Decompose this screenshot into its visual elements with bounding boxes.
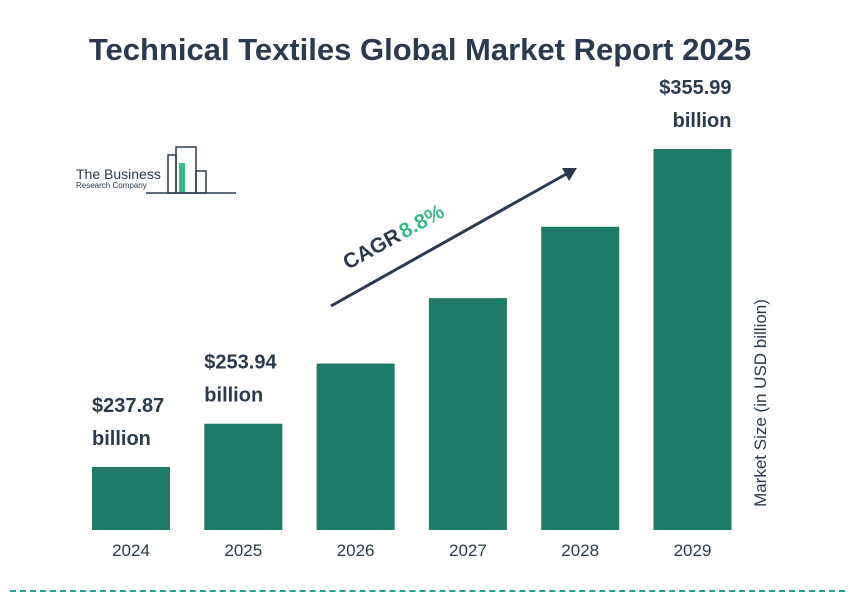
logo-name: The Business	[76, 166, 161, 182]
cagr-label: CAGR	[339, 224, 404, 274]
cagr-value: 8.8%	[395, 200, 448, 243]
x-tick-label: 2024	[112, 541, 150, 560]
data-label-value: $355.99	[659, 77, 731, 99]
logo-subname: Research Company	[76, 181, 147, 190]
x-tick-label: 2028	[561, 541, 599, 560]
bar-2024	[92, 467, 170, 530]
x-tick-label: 2029	[674, 541, 712, 560]
bars-group: 2024 2025 2026 2027 2028 2029 $237.87 billion $2…	[92, 77, 732, 560]
cagr-annotation: CAGR 8.8%	[330, 168, 577, 308]
bar-2029	[653, 149, 732, 530]
cagr-arrow-line	[330, 171, 569, 308]
data-label-unit: billion	[92, 428, 151, 450]
logo-bars-icon	[146, 146, 236, 194]
data-label-value: $253.94	[204, 352, 277, 374]
y-axis-label: Market Size (in USD billion)	[751, 299, 770, 507]
bottom-divider	[10, 590, 845, 592]
x-tick-label: 2026	[337, 541, 375, 560]
cagr-arrow-head-icon	[562, 168, 577, 181]
data-label-value: $237.87	[92, 395, 164, 417]
bar-2026	[316, 363, 395, 530]
data-label-unit: billion	[673, 110, 732, 132]
bar-2027	[428, 298, 507, 530]
x-tick-label: 2025	[224, 541, 262, 560]
data-label-unit: billion	[204, 385, 263, 407]
bar-2025	[204, 423, 283, 530]
x-tick-label: 2027	[449, 541, 487, 560]
bar-2028	[541, 226, 620, 530]
chart-title: Technical Textiles Global Market Report …	[88, 32, 752, 67]
company-logo: The Business Research Company	[72, 145, 242, 197]
